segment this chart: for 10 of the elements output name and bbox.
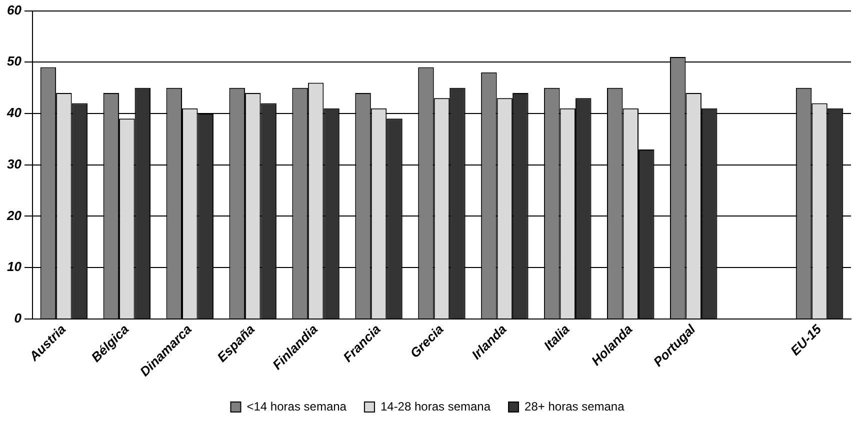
y-tick-label: 20	[6, 208, 22, 223]
legend-label: 14-28 horas semana	[380, 399, 491, 414]
y-tick-label: 30	[6, 156, 22, 172]
legend-label: 28+ horas semana	[524, 399, 625, 414]
y-tick-label: 60	[6, 2, 22, 18]
y-tick-label: 40	[6, 105, 22, 120]
y-tick-label: 50	[6, 54, 22, 69]
y-tick-label: 0	[14, 310, 22, 326]
y-tick-label: 10	[6, 259, 22, 274]
legend-label: <14 horas semana	[246, 399, 347, 414]
